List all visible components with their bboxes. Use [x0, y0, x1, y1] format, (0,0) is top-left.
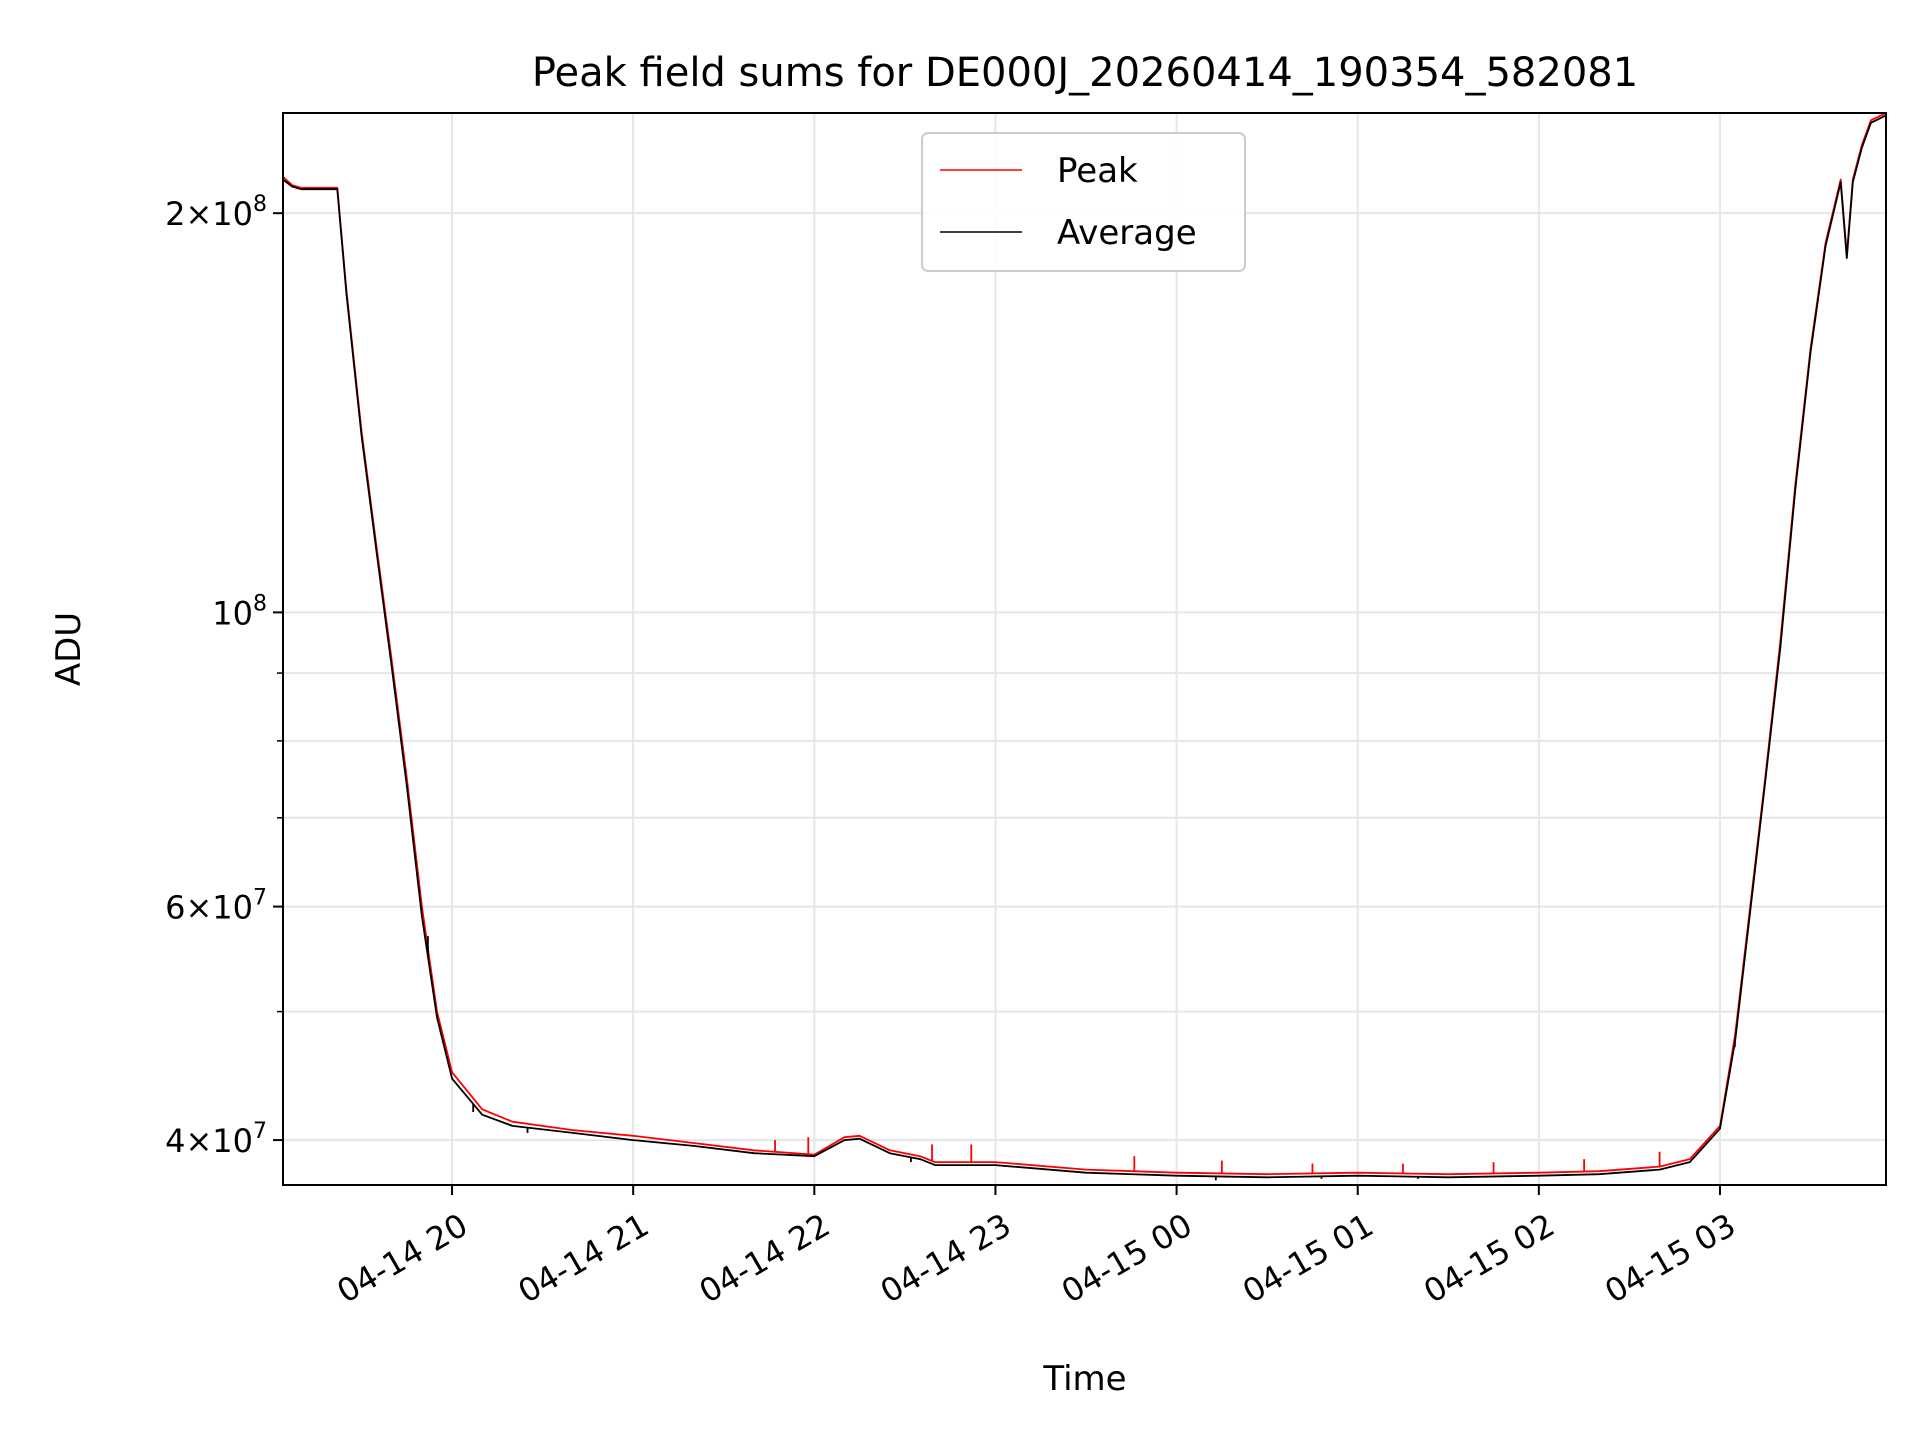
y-axis-ticks: 4×107 6×107 108 2×108	[165, 192, 283, 1160]
x-axis-label: Time	[1042, 1359, 1126, 1399]
plot-frame	[282, 112, 1887, 1186]
series-group	[283, 113, 1886, 1181]
series-line-average	[283, 114, 1886, 1179]
y-tick-label: 108	[212, 591, 267, 632]
y-tick-label: 4×107	[165, 1119, 267, 1160]
chart-title: Peak field sums for DE000J_20260414_1903…	[532, 50, 1638, 96]
y-axis-label: ADU	[49, 612, 89, 686]
series-layer	[283, 113, 1886, 1181]
y-tick-label: 6×107	[165, 886, 267, 927]
legend: Peak Average	[921, 132, 1246, 272]
legend-label-peak: Peak	[1057, 151, 1138, 191]
y-tick-label: 2×108	[165, 192, 267, 233]
grid	[283, 113, 1886, 1185]
legend-box	[921, 132, 1246, 272]
legend-label-average: Average	[1057, 213, 1197, 253]
